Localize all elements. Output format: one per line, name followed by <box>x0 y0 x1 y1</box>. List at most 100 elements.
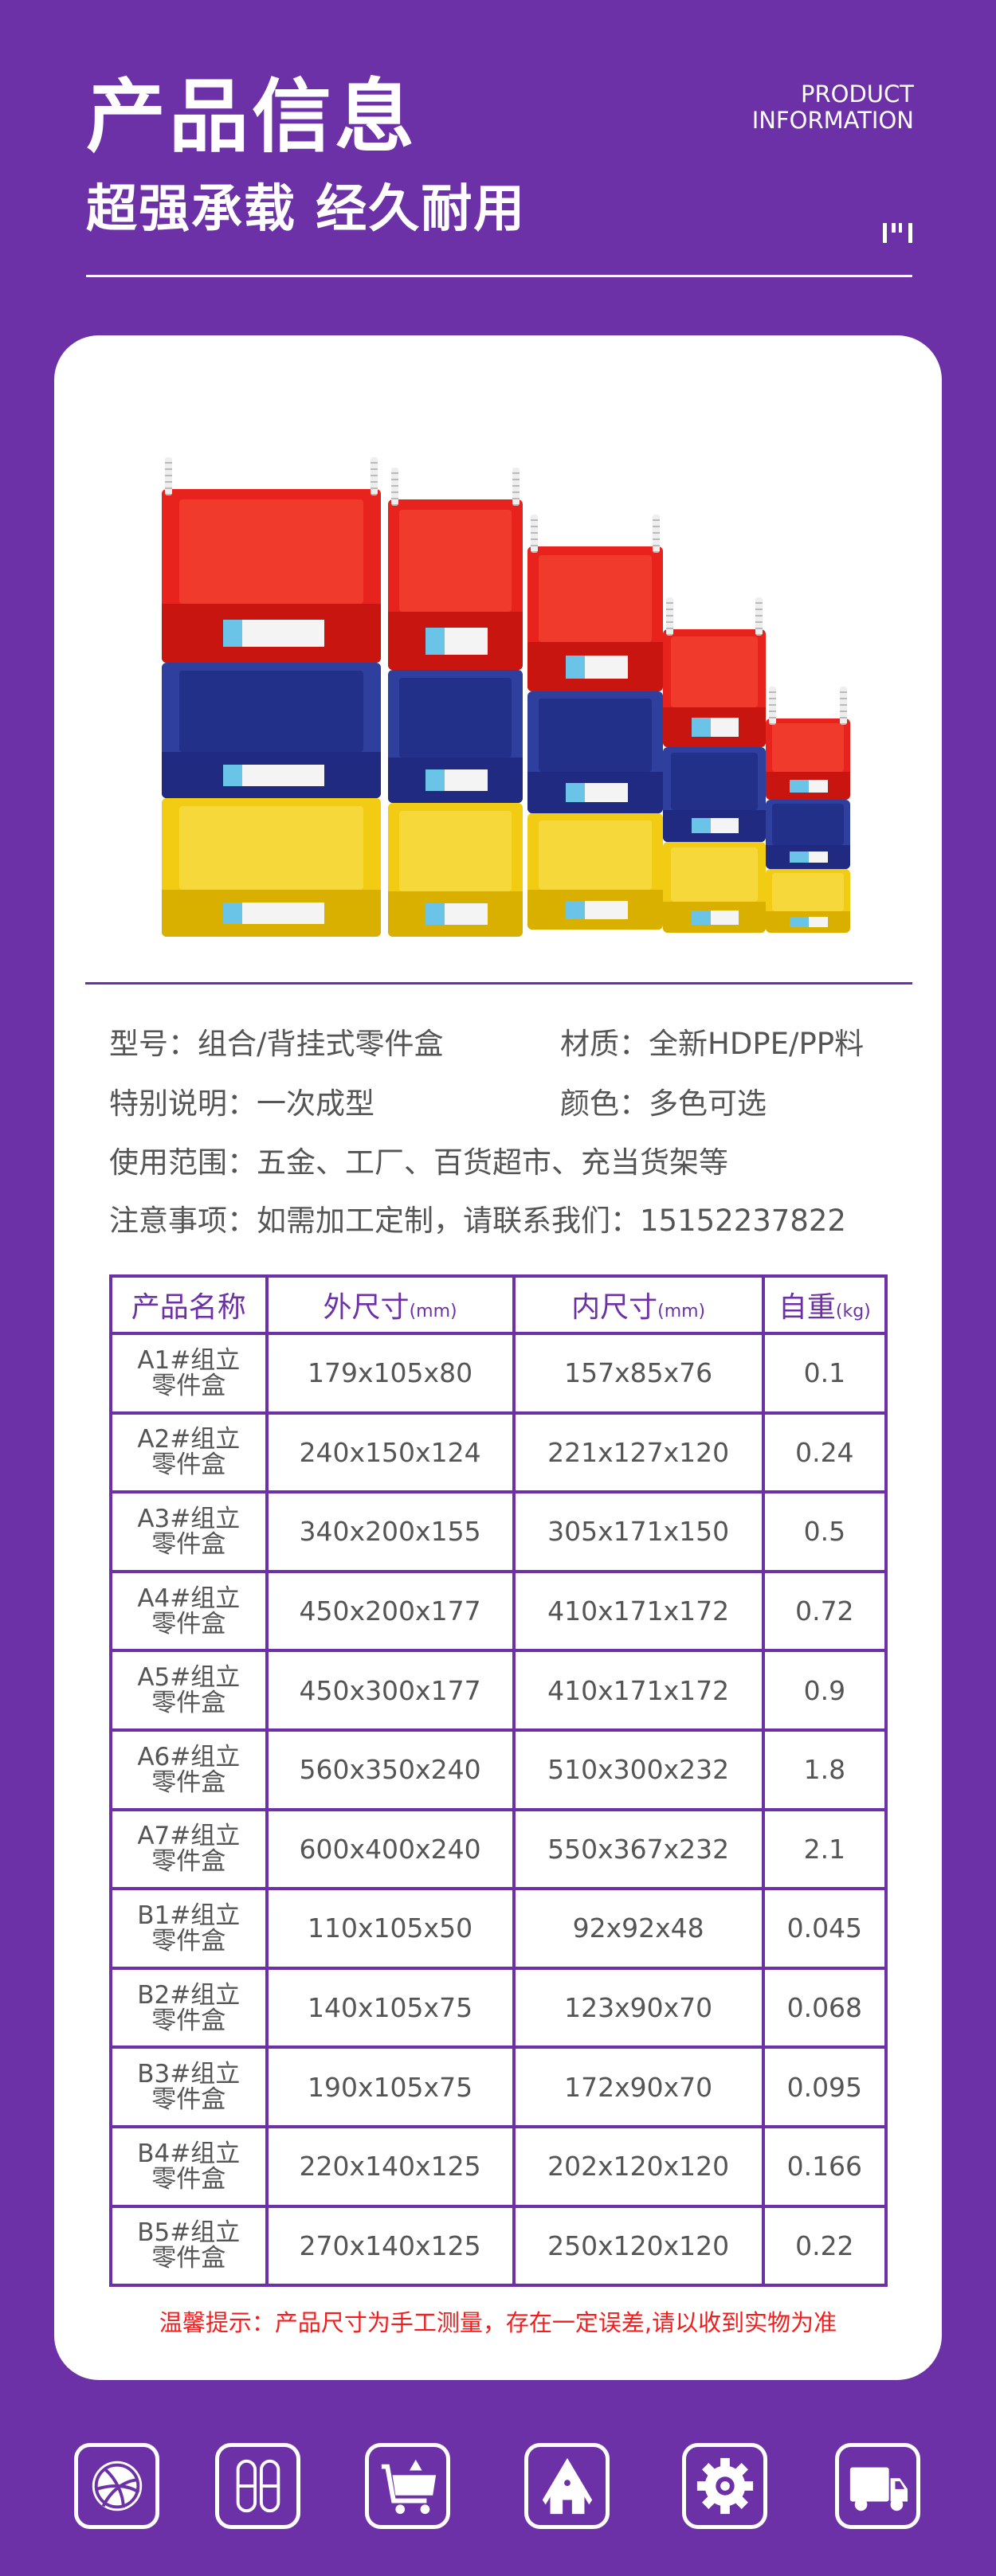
cell-inner-size: 305x171x150 <box>512 1490 765 1573</box>
storage-bin <box>162 663 381 798</box>
shopping-cart-icon <box>365 2443 450 2529</box>
cell-weight: 0.068 <box>761 1966 888 2049</box>
cell-outer-size: 270x140x125 <box>265 2204 516 2288</box>
storage-bin <box>527 813 663 930</box>
cell-product-name: A2#组立 零件盒 <box>109 1411 269 1494</box>
bin-post <box>653 515 660 553</box>
english-title-line2: INFORMATION <box>751 107 914 134</box>
cell-inner-size: 221x127x120 <box>512 1411 765 1494</box>
cell-product-name: A4#组立 零件盒 <box>109 1569 269 1653</box>
cell-weight: 0.22 <box>761 2204 888 2288</box>
bin-post <box>769 687 776 725</box>
cell-weight: 1.8 <box>761 1728 888 1811</box>
cell-inner-size: 123x90x70 <box>512 1966 765 2049</box>
table-row: B5#组立 零件盒 270x140x125 250x120x120 0.22 <box>109 2204 888 2288</box>
cell-weight: 0.095 <box>761 2046 888 2128</box>
dribbble-ball-icon <box>74 2443 159 2529</box>
table-header-row: 产品名称 外尺寸(mm) 内尺寸(mm) 自重(kg) <box>109 1274 888 1335</box>
cell-outer-size: 110x105x50 <box>265 1887 516 1970</box>
cell-inner-size: 550x367x232 <box>512 1807 765 1891</box>
cell-weight: 0.166 <box>761 2124 888 2208</box>
cell-product-name: A1#组立 零件盒 <box>109 1332 269 1415</box>
storage-bin <box>663 629 766 747</box>
cell-inner-size: 157x85x76 <box>512 1332 765 1415</box>
storage-bin <box>388 499 523 670</box>
cell-weight: 2.1 <box>761 1807 888 1891</box>
cell-outer-size: 220x140x125 <box>265 2124 516 2208</box>
storage-bin <box>162 798 381 937</box>
capsule-icon <box>215 2443 300 2529</box>
cell-outer-size: 240x150x124 <box>265 1411 516 1494</box>
table-row: A4#组立 零件盒 450x200x177 410x171x172 0.72 <box>109 1569 888 1653</box>
page-subtitle: 超强承载 经久耐用 <box>86 180 527 239</box>
cell-weight: 0.24 <box>761 1411 888 1494</box>
table-row: A1#组立 零件盒 179x105x80 157x85x76 0.1 <box>109 1332 888 1415</box>
cell-product-name: B4#组立 零件盒 <box>109 2124 269 2208</box>
cell-outer-size: 560x350x240 <box>265 1728 516 1811</box>
table-row: A6#组立 零件盒 560x350x240 510x300x232 1.8 <box>109 1728 888 1811</box>
bin-post <box>371 457 378 495</box>
spec-model: 型号：组合/背挂式零件盒 <box>109 1027 444 1061</box>
cell-weight: 0.1 <box>761 1332 888 1415</box>
cell-weight: 0.9 <box>761 1649 888 1732</box>
bin-post <box>512 468 520 506</box>
cell-inner-size: 202x120x120 <box>512 2124 765 2208</box>
cell-product-name: A6#组立 零件盒 <box>109 1728 269 1811</box>
cell-product-name: B3#组立 零件盒 <box>109 2046 269 2128</box>
bin-post <box>165 457 172 495</box>
spec-special: 特别说明：一次成型 <box>109 1086 374 1121</box>
storage-bin <box>527 546 663 691</box>
bars-icon <box>883 223 912 243</box>
cell-product-name: A7#组立 零件盒 <box>109 1807 269 1891</box>
table-row: B3#组立 零件盒 190x105x75 172x90x70 0.095 <box>109 2046 888 2128</box>
table-row: B1#组立 零件盒 110x105x50 92x92x48 0.045 <box>109 1887 888 1970</box>
storage-bin <box>527 691 663 813</box>
photo-divider <box>85 982 912 985</box>
cell-inner-size: 250x120x120 <box>512 2204 765 2288</box>
cell-inner-size: 410x171x172 <box>512 1569 765 1653</box>
cell-inner-size: 172x90x70 <box>512 2046 765 2128</box>
notice-text: 温馨提示：产品尺寸为手工测量，存在一定误差,请以收到实物为准 <box>159 2309 837 2336</box>
spec-material: 材质：全新HDPE/PP料 <box>560 1027 865 1061</box>
table-row: B4#组立 零件盒 220x140x125 202x120x120 0.166 <box>109 2124 888 2208</box>
header-inner-size: 内尺寸(mm) <box>512 1274 765 1335</box>
table-row: A7#组立 零件盒 600x400x240 550x367x232 2.1 <box>109 1807 888 1891</box>
header-weight: 自重(kg) <box>761 1274 888 1335</box>
storage-bin <box>663 747 766 842</box>
cell-product-name: B5#组立 零件盒 <box>109 2204 269 2288</box>
truck-icon <box>835 2443 920 2529</box>
storage-bin <box>388 670 523 803</box>
english-title-line1: PRODUCT <box>801 80 914 108</box>
spec-notes: 注意事项：如需加工定制，请联系我们：15152237822 <box>109 1204 846 1238</box>
cell-product-name: B2#组立 零件盒 <box>109 1966 269 2049</box>
spec-usage: 使用范围：五金、工厂、百货超市、充当货架等 <box>109 1145 728 1180</box>
storage-bin <box>766 869 850 933</box>
gear-icon <box>682 2443 767 2529</box>
cell-product-name: A5#组立 零件盒 <box>109 1649 269 1732</box>
bin-post <box>666 597 673 636</box>
home-icon <box>524 2443 610 2529</box>
storage-bin <box>663 842 766 933</box>
product-photo <box>143 446 861 948</box>
storage-bin <box>766 718 850 800</box>
spec-color: 颜色：多色可选 <box>560 1086 767 1121</box>
storage-bin <box>388 803 523 937</box>
table-row: A2#组立 零件盒 240x150x124 221x127x120 0.24 <box>109 1411 888 1494</box>
cell-inner-size: 410x171x172 <box>512 1649 765 1732</box>
cell-outer-size: 179x105x80 <box>265 1332 516 1415</box>
cell-product-name: B1#组立 零件盒 <box>109 1887 269 1970</box>
bin-post <box>840 687 847 725</box>
cell-weight: 0.5 <box>761 1490 888 1573</box>
bin-post <box>755 597 763 636</box>
page-title: 产品信息 <box>86 70 418 163</box>
table-row: A5#组立 零件盒 450x300x177 410x171x172 0.9 <box>109 1649 888 1732</box>
storage-bin <box>766 800 850 869</box>
cell-product-name: A3#组立 零件盒 <box>109 1490 269 1573</box>
table-row: B2#组立 零件盒 140x105x75 123x90x70 0.068 <box>109 1966 888 2049</box>
header-product-name: 产品名称 <box>109 1274 269 1335</box>
cell-weight: 0.72 <box>761 1569 888 1653</box>
cell-weight: 0.045 <box>761 1887 888 1970</box>
cell-outer-size: 340x200x155 <box>265 1490 516 1573</box>
header-divider <box>86 275 912 277</box>
size-table: 产品名称 外尺寸(mm) 内尺寸(mm) 自重(kg) A1#组立 零件盒 179x10… <box>109 1274 888 2288</box>
